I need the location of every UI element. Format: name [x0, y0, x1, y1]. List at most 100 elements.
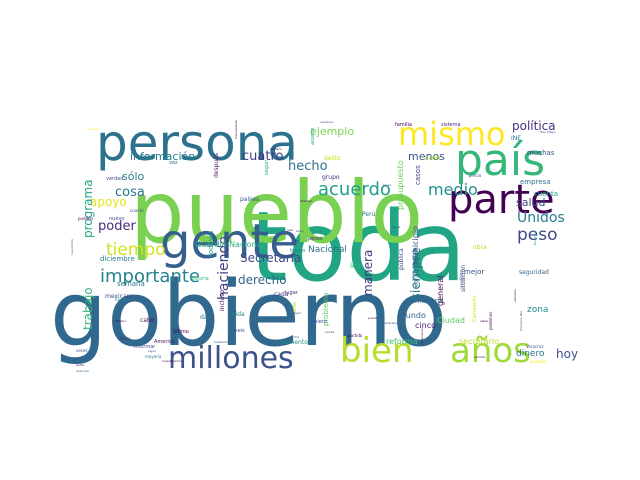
word-25: poder — [98, 219, 136, 234]
word-126: hacia — [383, 183, 391, 187]
word-54: muchas — [527, 149, 555, 157]
word-85: pesos — [308, 236, 323, 242]
word-53: casos — [414, 165, 422, 185]
word-13: tiempo — [106, 240, 166, 260]
word-107: ir — [295, 239, 299, 245]
word-120: mayor — [292, 311, 302, 315]
word-2: toda — [250, 191, 466, 303]
word-5: gente — [160, 214, 299, 270]
word-123: partir — [76, 363, 85, 367]
word-76: dar — [200, 314, 210, 321]
word-7: parte — [448, 177, 555, 223]
word-95: Veracruz — [526, 344, 543, 349]
word-61: situación — [460, 265, 467, 292]
word-125: casi — [287, 228, 293, 232]
word-105: seis — [235, 328, 245, 334]
word-74: vida — [232, 311, 245, 318]
word-119: gran — [286, 319, 293, 323]
word-132: Quintana Roo — [519, 311, 523, 331]
word-124: tanto — [296, 229, 304, 233]
word-60: seguridad — [519, 269, 549, 276]
word-8: mismo — [398, 115, 505, 153]
word-56: todavía — [207, 231, 215, 257]
word-70: países — [240, 196, 259, 203]
word-115: total — [292, 335, 299, 339]
word-98: familia — [395, 122, 412, 128]
word-117: llama — [392, 225, 400, 229]
word-136: campaña — [383, 321, 397, 325]
word-90: último — [173, 328, 189, 335]
word-48: cinco — [415, 321, 436, 330]
word-15: peso — [517, 225, 558, 245]
word-93: Campeche — [472, 295, 478, 322]
word-31: programa — [81, 179, 95, 238]
word-14: acuerdo — [318, 179, 391, 200]
word-19: siempre — [409, 248, 424, 300]
word-12: importante — [100, 266, 200, 287]
word-113: libertad — [300, 199, 312, 203]
word-10: bien — [340, 331, 414, 371]
word-36: sólo — [122, 170, 145, 183]
word-92: veces — [76, 348, 88, 353]
word-33: hoy — [556, 347, 578, 361]
word-32: trabajo — [81, 287, 95, 330]
word-94: podemos — [488, 312, 493, 330]
word-118: pueda — [368, 316, 378, 320]
word-78: historia — [190, 276, 209, 282]
word-42: reforma — [386, 337, 418, 346]
word-68: delito — [324, 155, 341, 162]
word-47: general — [436, 276, 445, 306]
word-67: grupo — [322, 174, 340, 181]
word-38: presupuesto — [396, 160, 405, 210]
word-112: centavos — [320, 120, 334, 124]
word-122: detenido — [76, 369, 89, 373]
word-75: incluso — [219, 290, 226, 311]
word-11: millones — [168, 341, 294, 376]
word-77: cabo — [140, 317, 155, 324]
word-79: mexicano — [105, 293, 134, 300]
word-134: noviembre — [70, 239, 74, 255]
word-130: político — [459, 270, 464, 285]
word-64: construcción — [413, 249, 420, 287]
word-66: Perú — [362, 211, 376, 218]
word-133: periodo — [474, 355, 486, 359]
word-65: pública — [398, 248, 405, 270]
word-69: después — [213, 153, 220, 178]
word-63: obra — [473, 244, 487, 251]
word-89: América — [154, 338, 175, 345]
word-1: gobierno — [50, 262, 447, 367]
word-129: aeropuerto — [420, 328, 424, 345]
word-6: país — [455, 135, 545, 186]
word-110: mayoría — [145, 354, 162, 359]
word-26: cosa — [115, 185, 145, 200]
word-103: quiero — [311, 319, 327, 325]
word-116: nunca — [325, 330, 334, 334]
word-121: cambio — [115, 319, 126, 323]
word-111: número — [270, 147, 282, 151]
word-52: cuenta — [534, 190, 558, 198]
word-102: próximo — [137, 154, 154, 159]
word-104: partido — [348, 333, 363, 338]
word-106: sido — [292, 302, 298, 312]
word-62: mejor — [464, 268, 484, 276]
word-40: dinero — [516, 349, 545, 359]
word-50: problema — [322, 293, 330, 326]
word-21: derecho — [238, 273, 287, 287]
word-43: secretario — [459, 337, 499, 346]
word-9: años — [450, 331, 531, 371]
word-24: apoyo — [90, 195, 127, 209]
word-137: atención — [513, 289, 517, 302]
word-109: favor — [120, 336, 131, 341]
word-59: semana — [117, 280, 145, 288]
word-22: hecho — [288, 159, 328, 174]
word-83: pueden — [78, 216, 94, 221]
word-35: menos — [408, 150, 445, 163]
word-99: sistema — [441, 122, 461, 128]
word-82: nuevo — [109, 216, 124, 222]
word-127: Bienestar — [533, 230, 537, 245]
word-39: municipio — [411, 226, 420, 265]
word-72: cada — [274, 291, 289, 298]
word-29: ejemplo — [310, 125, 354, 138]
word-34: salud — [516, 196, 545, 209]
word-73: sino — [260, 295, 273, 302]
